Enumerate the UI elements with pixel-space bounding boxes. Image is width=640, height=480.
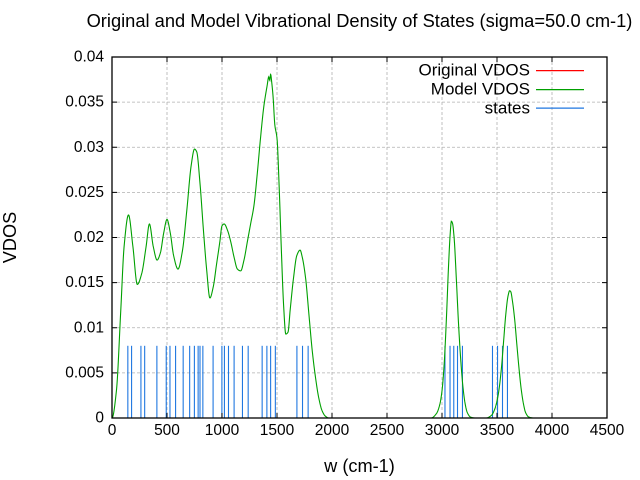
svg-text:0.03: 0.03 <box>74 139 104 156</box>
svg-text:Original and Model Vibrational: Original and Model Vibrational Density o… <box>87 10 633 31</box>
svg-text:2000: 2000 <box>315 422 350 439</box>
svg-text:1500: 1500 <box>260 422 295 439</box>
svg-text:0: 0 <box>108 422 117 439</box>
svg-text:2500: 2500 <box>370 422 405 439</box>
svg-text:Model VDOS: Model VDOS <box>431 80 530 99</box>
svg-text:3500: 3500 <box>480 422 515 439</box>
svg-text:3000: 3000 <box>425 422 460 439</box>
svg-text:0.015: 0.015 <box>65 274 104 291</box>
svg-text:500: 500 <box>154 422 180 439</box>
svg-text:1000: 1000 <box>205 422 240 439</box>
svg-text:0.02: 0.02 <box>74 229 104 246</box>
svg-text:0.035: 0.035 <box>65 94 104 111</box>
svg-text:0.04: 0.04 <box>74 49 105 66</box>
svg-text:0.01: 0.01 <box>74 319 104 336</box>
svg-text:VDOS: VDOS <box>0 212 20 264</box>
svg-text:4500: 4500 <box>590 422 625 439</box>
svg-text:0.005: 0.005 <box>65 364 104 381</box>
svg-text:0.025: 0.025 <box>65 184 104 201</box>
svg-text:states: states <box>485 99 530 118</box>
svg-text:w (cm-1): w (cm-1) <box>323 456 395 476</box>
svg-text:0: 0 <box>95 410 104 427</box>
svg-text:4000: 4000 <box>535 422 570 439</box>
svg-text:Original VDOS: Original VDOS <box>419 61 530 80</box>
